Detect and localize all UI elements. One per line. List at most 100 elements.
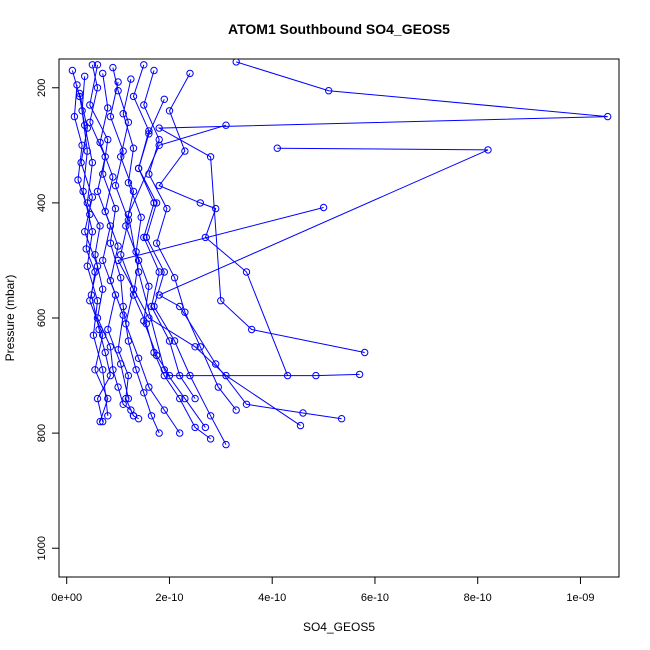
data-point (79, 187, 87, 196)
data-point (83, 147, 92, 155)
data-point (117, 360, 125, 368)
data-point (160, 406, 169, 414)
data-point (134, 268, 143, 276)
data-point (114, 383, 122, 391)
data-point (155, 291, 163, 299)
series-layer (68, 59, 612, 449)
data-point (232, 406, 240, 414)
x-axis: 0e+00 2e-10 4e-10 6e-10 8e-10 1e-09 (51, 576, 595, 604)
data-point (129, 144, 138, 152)
data-point (129, 92, 138, 101)
data-point (160, 268, 169, 276)
x-axis-label: SO4_GEOS5 (303, 620, 375, 634)
data-point (604, 112, 612, 121)
data-point (104, 104, 112, 112)
data-point (99, 170, 107, 178)
data-point (150, 302, 158, 311)
data-point (73, 81, 81, 89)
data-point (124, 371, 133, 380)
data-point (134, 354, 143, 362)
data-point (96, 417, 104, 426)
data-point (81, 228, 89, 236)
data-point (109, 173, 117, 181)
data-point (170, 274, 179, 282)
series-line (138, 99, 196, 399)
series-line (157, 61, 608, 353)
chart-title: ATOM1 Southbound SO4_GEOS5 (228, 21, 450, 37)
data-point (170, 337, 179, 345)
series-15 (75, 89, 112, 426)
y-tick-label: 200 (36, 79, 48, 97)
data-point (299, 409, 307, 417)
data-point (70, 112, 79, 121)
data-point (75, 89, 84, 98)
data-point (145, 170, 153, 178)
data-point (119, 147, 127, 155)
series-6 (155, 69, 292, 380)
y-axis-label: Pressure (mbar) (3, 275, 17, 362)
data-point (217, 297, 225, 305)
data-point (124, 210, 133, 219)
data-point (127, 75, 135, 83)
x-tick-label: 4e-10 (258, 592, 286, 604)
series-line (122, 78, 360, 377)
data-point (96, 222, 104, 230)
data-point (99, 366, 107, 374)
data-point (124, 216, 133, 224)
data-point (140, 233, 148, 242)
data-point (78, 141, 86, 150)
series-line (127, 124, 227, 428)
data-point (86, 210, 94, 219)
data-point (89, 331, 98, 339)
data-point (147, 412, 156, 420)
data-point (214, 383, 223, 391)
data-point (88, 193, 97, 201)
y-axis: 200 400 600 800 1000 (36, 79, 60, 560)
data-point (337, 415, 346, 423)
data-point (111, 181, 120, 190)
data-point (78, 107, 86, 115)
data-point (206, 412, 215, 420)
series-14 (140, 66, 240, 414)
data-point (355, 370, 364, 379)
data-point (93, 84, 102, 92)
data-point (140, 61, 148, 69)
series-line (143, 70, 237, 411)
data-point (106, 343, 115, 351)
data-point (212, 204, 220, 213)
data-point (91, 251, 99, 259)
data-point (101, 153, 109, 161)
series-1 (68, 66, 143, 423)
data-point (124, 179, 133, 187)
data-point (124, 337, 133, 345)
data-point (140, 389, 148, 397)
data-point (86, 118, 94, 127)
series-8 (155, 144, 492, 423)
series-10 (124, 121, 230, 432)
series-13 (96, 69, 138, 420)
series-11 (78, 72, 112, 420)
data-point (106, 222, 115, 230)
series-line (89, 64, 160, 434)
data-point (106, 371, 115, 380)
data-point (150, 66, 158, 75)
data-point (181, 308, 189, 316)
data-point (186, 69, 194, 78)
data-point (117, 251, 125, 259)
y-tick-label: 1000 (36, 536, 48, 560)
data-point (191, 343, 199, 351)
data-point (124, 394, 133, 403)
data-point (137, 213, 145, 222)
y-tick-label: 800 (36, 424, 48, 442)
data-point (106, 239, 115, 247)
series-line (81, 76, 109, 416)
data-point (109, 63, 117, 72)
data-point (312, 371, 320, 380)
data-point (212, 360, 220, 368)
data-point (117, 274, 125, 282)
data-point (155, 268, 163, 276)
data-point (99, 331, 107, 339)
x-tick-label: 0e+00 (51, 592, 82, 604)
data-point (325, 87, 333, 95)
data-point (101, 348, 109, 357)
